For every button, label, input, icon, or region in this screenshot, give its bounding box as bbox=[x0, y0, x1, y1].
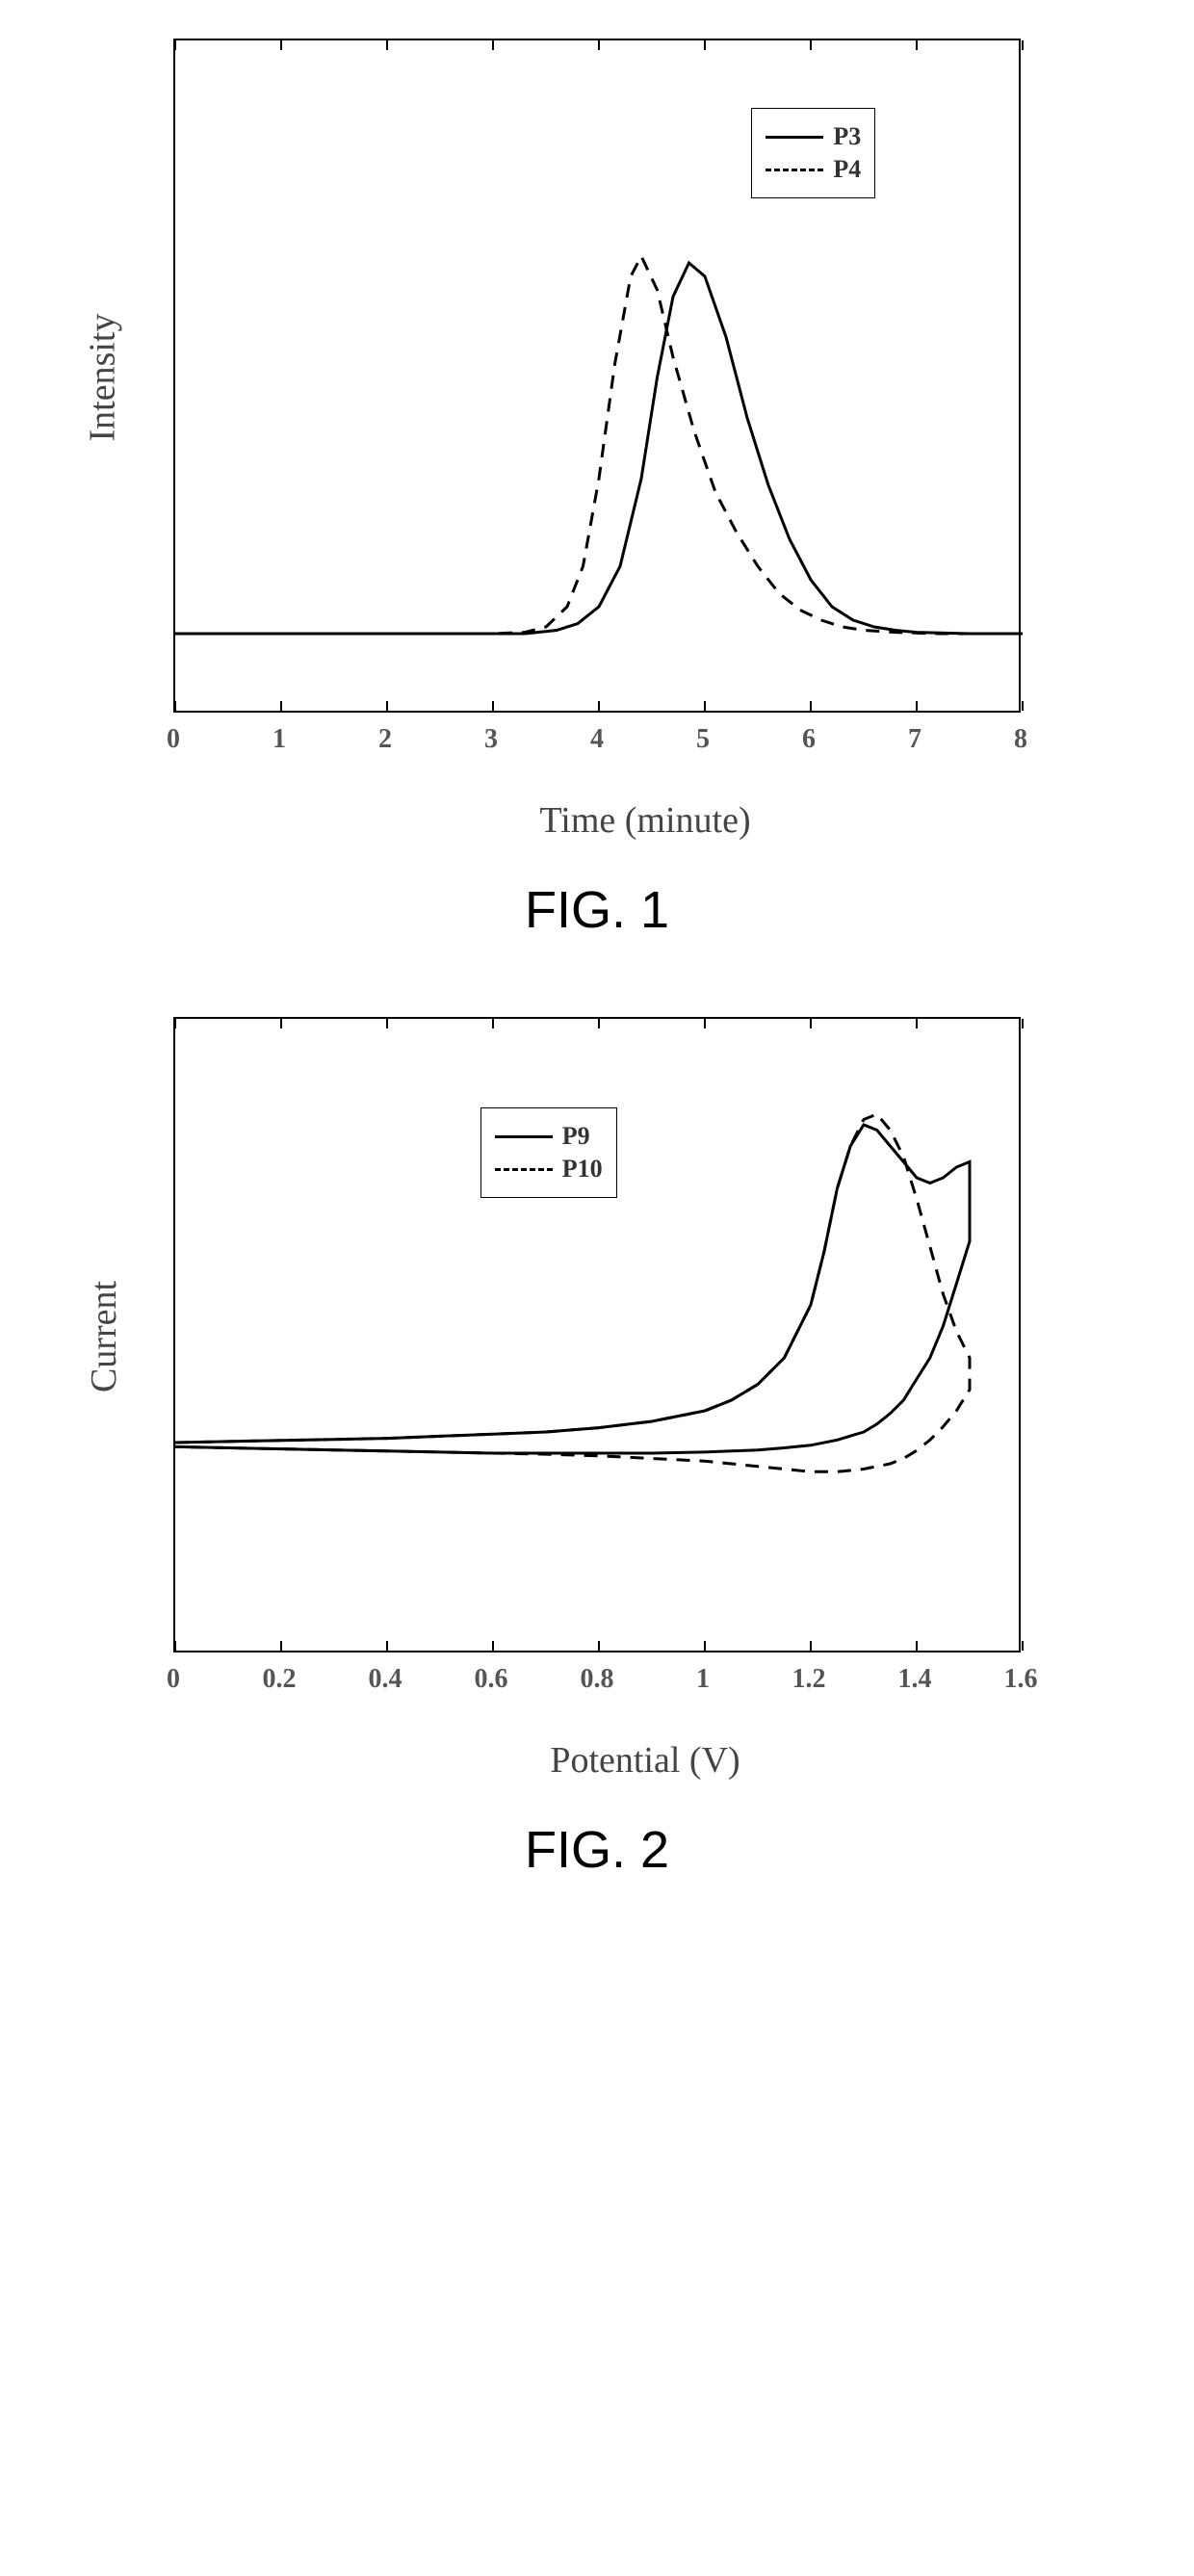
top-tick bbox=[174, 1019, 176, 1028]
top-tick bbox=[598, 1019, 600, 1028]
legend-label: P3 bbox=[833, 122, 861, 151]
bottom-tick bbox=[386, 701, 388, 711]
top-tick bbox=[280, 1019, 282, 1028]
xtick-label: 0.8 bbox=[581, 1664, 614, 1695]
legend: P3P4 bbox=[751, 108, 875, 198]
bottom-tick bbox=[916, 701, 918, 711]
xtick-label: 6 bbox=[802, 724, 816, 755]
xtick-label: 1.4 bbox=[898, 1664, 932, 1695]
legend-item-P10: P10 bbox=[495, 1155, 603, 1184]
fig2-xlabel: Potential (V) bbox=[173, 1739, 1117, 1782]
xtick-label: 2 bbox=[378, 724, 392, 755]
bottom-tick bbox=[704, 1641, 706, 1651]
xtick-label: 3 bbox=[484, 724, 498, 755]
top-tick bbox=[598, 40, 600, 50]
xtick-label: 0.4 bbox=[369, 1664, 402, 1695]
fig1-ylabel: Intensity bbox=[81, 314, 123, 442]
bottom-tick bbox=[280, 701, 282, 711]
legend-label: P10 bbox=[562, 1155, 603, 1184]
series-P3 bbox=[175, 263, 1023, 634]
top-tick bbox=[492, 40, 494, 50]
top-tick bbox=[916, 1019, 918, 1028]
bottom-tick bbox=[1022, 701, 1024, 711]
fig1-plot-area: P3P4 bbox=[173, 39, 1021, 713]
bottom-tick bbox=[810, 701, 812, 711]
top-tick bbox=[386, 40, 388, 50]
legend-label: P9 bbox=[562, 1122, 590, 1151]
bottom-tick bbox=[492, 1641, 494, 1651]
bottom-tick bbox=[598, 1641, 600, 1651]
xtick-label: 0.6 bbox=[475, 1664, 508, 1695]
top-tick bbox=[916, 40, 918, 50]
xtick-label: 0.2 bbox=[263, 1664, 297, 1695]
xtick-label: 1 bbox=[696, 1664, 710, 1695]
chart-1-box: Intensity P3P4 012345678 Time (minute) bbox=[173, 39, 1117, 842]
fig1-caption: FIG. 1 bbox=[525, 880, 669, 940]
xtick-label: 1.2 bbox=[792, 1664, 826, 1695]
top-tick bbox=[492, 1019, 494, 1028]
series-P4 bbox=[175, 256, 1023, 634]
figure-1: Intensity P3P4 012345678 Time (minute) F… bbox=[0, 39, 1194, 940]
legend-swatch bbox=[495, 1168, 553, 1171]
fig2-xticks: 00.20.40.60.811.21.41.6 bbox=[173, 1652, 1021, 1691]
legend-swatch bbox=[495, 1135, 553, 1138]
legend-label: P4 bbox=[833, 155, 861, 184]
bottom-tick bbox=[174, 1641, 176, 1651]
top-tick bbox=[280, 40, 282, 50]
legend: P9P10 bbox=[480, 1107, 617, 1198]
top-tick bbox=[386, 1019, 388, 1028]
top-tick bbox=[1022, 1019, 1024, 1028]
fig2-ylabel: Current bbox=[83, 1281, 125, 1392]
bottom-tick bbox=[1022, 1641, 1024, 1651]
bottom-tick bbox=[810, 1641, 812, 1651]
bottom-tick bbox=[916, 1641, 918, 1651]
bottom-tick bbox=[704, 701, 706, 711]
bottom-tick bbox=[280, 1641, 282, 1651]
legend-item-P9: P9 bbox=[495, 1122, 603, 1151]
legend-swatch bbox=[766, 169, 823, 171]
fig1-xticks: 012345678 bbox=[173, 713, 1021, 751]
top-tick bbox=[704, 40, 706, 50]
legend-item-P4: P4 bbox=[766, 155, 861, 184]
top-tick bbox=[810, 1019, 812, 1028]
xtick-label: 4 bbox=[590, 724, 604, 755]
figure-2: Current P9P10 00.20.40.60.811.21.41.6 Po… bbox=[0, 1017, 1194, 1880]
bottom-tick bbox=[492, 701, 494, 711]
legend-item-P3: P3 bbox=[766, 122, 861, 151]
xtick-label: 5 bbox=[696, 724, 710, 755]
legend-swatch bbox=[766, 136, 823, 139]
fig2-plot-area: P9P10 bbox=[173, 1017, 1021, 1652]
top-tick bbox=[810, 40, 812, 50]
bottom-tick bbox=[174, 701, 176, 711]
chart-2-box: Current P9P10 00.20.40.60.811.21.41.6 Po… bbox=[173, 1017, 1117, 1782]
xtick-label: 8 bbox=[1014, 724, 1027, 755]
fig2-caption: FIG. 2 bbox=[525, 1820, 669, 1880]
top-tick bbox=[1022, 40, 1024, 50]
xtick-label: 0 bbox=[167, 1664, 180, 1695]
xtick-label: 0 bbox=[167, 724, 180, 755]
xtick-label: 1 bbox=[273, 724, 286, 755]
xtick-label: 7 bbox=[908, 724, 921, 755]
bottom-tick bbox=[598, 701, 600, 711]
fig1-xlabel: Time (minute) bbox=[173, 799, 1117, 842]
bottom-tick bbox=[386, 1641, 388, 1651]
chart-svg bbox=[175, 40, 1023, 715]
xtick-label: 1.6 bbox=[1004, 1664, 1038, 1695]
top-tick bbox=[704, 1019, 706, 1028]
top-tick bbox=[174, 40, 176, 50]
